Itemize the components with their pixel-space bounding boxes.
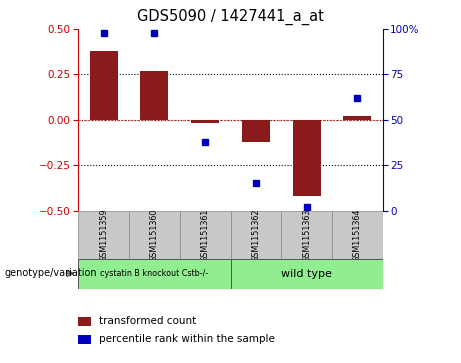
Bar <box>78 211 129 260</box>
Text: cystatin B knockout Cstb-/-: cystatin B knockout Cstb-/- <box>100 269 208 278</box>
Text: GSM1151359: GSM1151359 <box>99 208 108 262</box>
Text: genotype/variation: genotype/variation <box>5 268 97 278</box>
Text: percentile rank within the sample: percentile rank within the sample <box>99 334 275 344</box>
Bar <box>230 211 281 260</box>
Text: GSM1151362: GSM1151362 <box>251 208 260 262</box>
Bar <box>141 71 168 120</box>
Bar <box>230 259 383 289</box>
Text: GSM1151363: GSM1151363 <box>302 208 311 262</box>
Bar <box>78 317 91 326</box>
Text: GDS5090 / 1427441_a_at: GDS5090 / 1427441_a_at <box>137 9 324 25</box>
Text: GSM1151364: GSM1151364 <box>353 208 362 262</box>
Text: GSM1151361: GSM1151361 <box>201 208 210 262</box>
Text: transformed count: transformed count <box>99 316 196 326</box>
Text: wild type: wild type <box>281 269 332 279</box>
Bar <box>90 51 118 120</box>
Text: GSM1151360: GSM1151360 <box>150 208 159 262</box>
Bar <box>78 335 91 344</box>
Bar <box>191 120 219 123</box>
Bar <box>180 211 230 260</box>
Bar <box>332 211 383 260</box>
Bar <box>242 120 270 142</box>
Bar <box>129 211 180 260</box>
Bar <box>343 116 371 120</box>
Bar <box>281 211 332 260</box>
Bar <box>293 120 320 196</box>
Bar <box>78 259 230 289</box>
